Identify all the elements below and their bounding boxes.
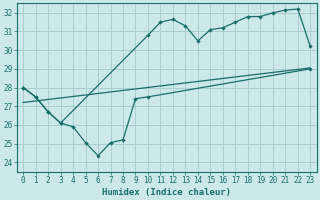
X-axis label: Humidex (Indice chaleur): Humidex (Indice chaleur): [102, 188, 231, 197]
